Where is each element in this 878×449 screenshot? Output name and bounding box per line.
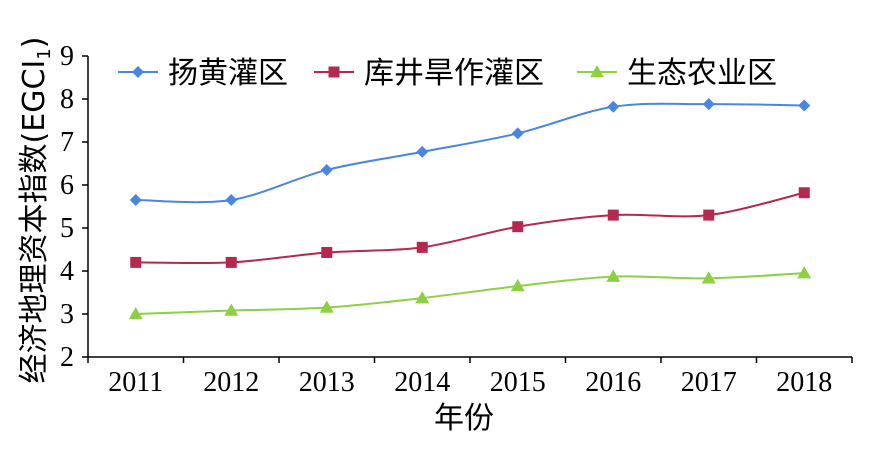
data-point	[128, 307, 143, 320]
x-tick-label: 2015	[490, 367, 546, 398]
x-tick-label: 2012	[203, 367, 259, 398]
legend-label: 库井旱作灌区	[364, 56, 544, 91]
data-point	[510, 279, 525, 292]
legend-item-2: 库井旱作灌区	[314, 56, 544, 91]
data-point	[511, 127, 524, 140]
y-tick-label: 6	[60, 170, 74, 201]
legend-marker	[132, 66, 144, 78]
data-point	[798, 99, 811, 112]
y-tick-label: 7	[60, 127, 74, 158]
x-axis-title: 年份	[434, 401, 494, 436]
data-point	[797, 266, 812, 279]
data-point	[702, 98, 715, 111]
series-3	[128, 266, 812, 320]
x-tick-label: 2017	[681, 367, 737, 398]
x-tick-label: 2013	[299, 367, 355, 398]
x-tick-label: 2016	[585, 367, 641, 398]
axes: 2 3 4 5 6 7 8 9 2011 2012 2013 2014 2015 2016 2017 2018	[60, 41, 853, 398]
legend-label: 扬黄灌区	[168, 56, 288, 91]
series-line	[135, 272, 805, 315]
y-tick-label: 2	[60, 342, 74, 373]
x-tick-label: 2011	[108, 367, 163, 398]
legend: 扬黄灌区 库井旱作灌区 生态农业区	[118, 56, 777, 91]
data-point	[703, 209, 715, 221]
data-point	[129, 194, 142, 207]
y-axis-title-close: )	[17, 37, 52, 49]
legend-marker	[328, 66, 340, 78]
svg-text:经济地理资本指数(EGCI1): 经济地理资本指数(EGCI1)	[17, 37, 55, 384]
data-point	[416, 241, 428, 253]
data-point	[701, 271, 716, 284]
y-axis-title-main: 经济地理资本指数(EGCI	[17, 60, 52, 384]
legend-item-3: 生态农业区	[577, 56, 777, 91]
data-point	[607, 100, 620, 113]
series-line	[135, 191, 805, 265]
data-point	[798, 187, 810, 199]
series-line	[135, 102, 805, 204]
series-1	[129, 98, 811, 207]
legend-item-1: 扬黄灌区	[118, 56, 288, 91]
data-point	[224, 303, 239, 316]
data-point	[416, 145, 429, 158]
legend-label: 生态农业区	[627, 56, 777, 91]
data-point	[321, 247, 333, 259]
y-tick-label: 5	[60, 213, 74, 244]
y-tick-label: 3	[60, 299, 74, 330]
series-2	[130, 187, 810, 268]
data-point	[225, 256, 237, 268]
data-point	[415, 291, 430, 304]
legend-marker	[590, 65, 604, 78]
x-tick-label: 2018	[776, 367, 832, 398]
data-point	[320, 163, 333, 176]
y-axis-title: 经济地理资本指数(EGCI1)	[17, 37, 55, 384]
y-axis-title-subscript: 1	[34, 48, 55, 59]
data-point	[319, 300, 334, 313]
data-point	[607, 209, 619, 221]
data-point	[512, 221, 524, 233]
x-tick-label: 2014	[394, 367, 450, 398]
y-tick-label: 4	[60, 256, 74, 287]
y-tick-label: 8	[60, 84, 74, 115]
y-tick-label: 9	[60, 41, 74, 72]
data-point	[225, 194, 238, 207]
series-layer	[128, 98, 812, 320]
data-point	[130, 256, 142, 268]
data-point	[606, 269, 621, 282]
